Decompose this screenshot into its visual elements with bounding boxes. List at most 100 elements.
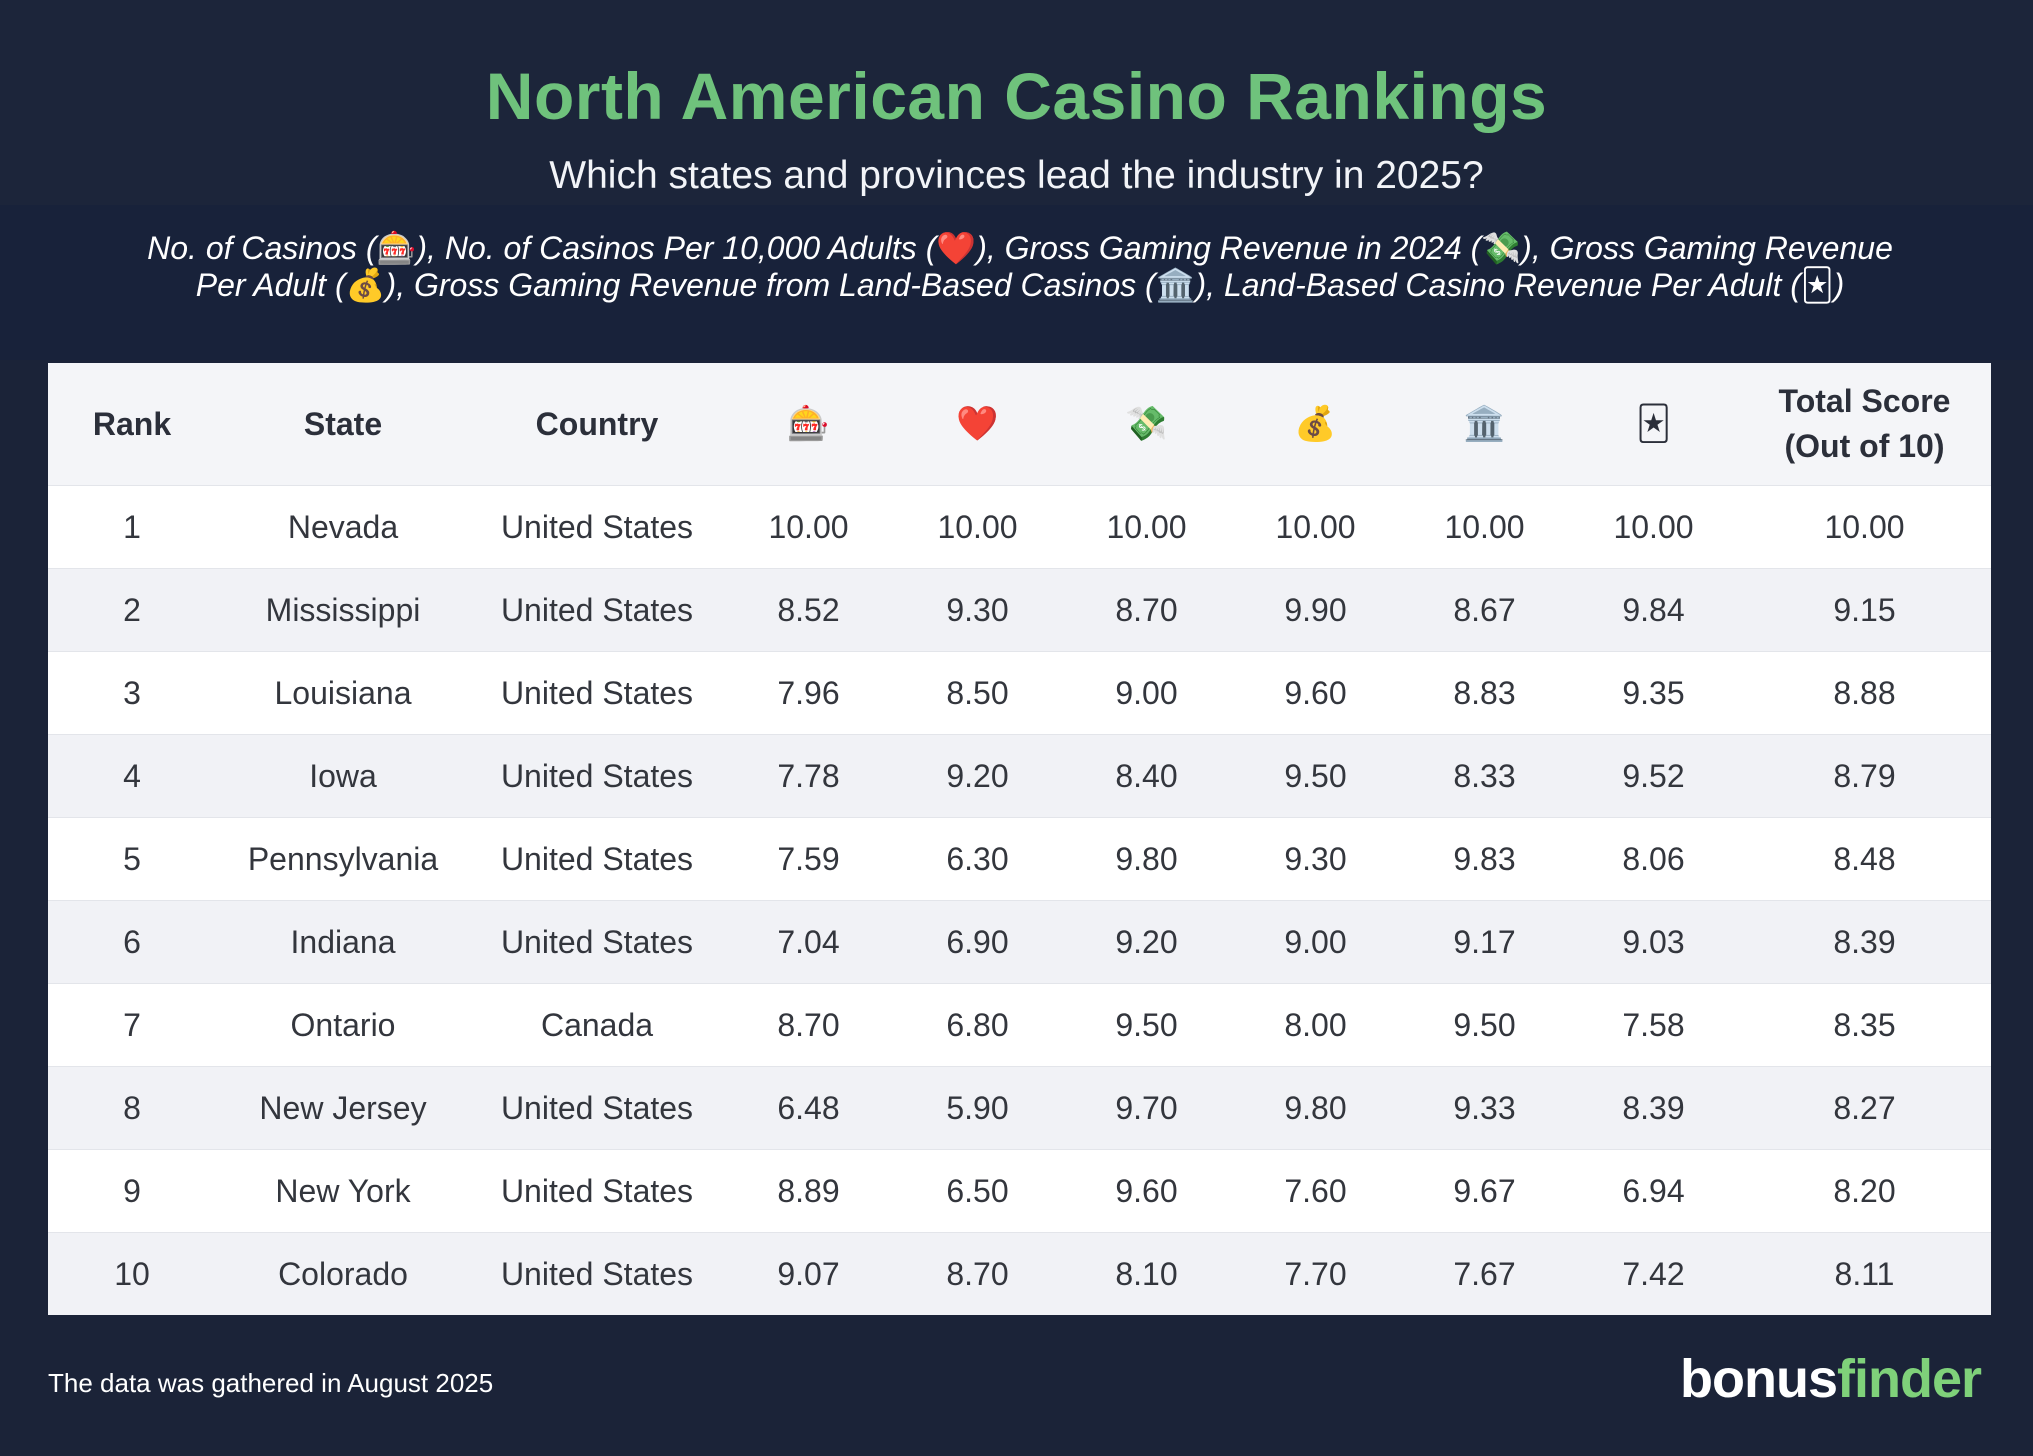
cell-country: United States [470, 1232, 724, 1315]
legend-separator: ), [1195, 267, 1224, 303]
cell-casinos: 6.48 [724, 1066, 893, 1150]
header-country: Country [470, 363, 724, 486]
cell-rank: 9 [48, 1149, 216, 1233]
cell-ggr-per-adult: 9.00 [1231, 900, 1400, 984]
table-row: 4 Iowa United States 7.78 9.20 8.40 9.50 8.33 9.… [48, 734, 1991, 818]
cell-ggr-land-based: 9.83 [1400, 817, 1569, 901]
cell-casinos-per-adults: 6.80 [893, 983, 1062, 1067]
cell-ggr-land-based: 8.67 [1400, 568, 1569, 652]
legend-text: Per Adult ( [195, 267, 346, 303]
cell-casinos: 8.89 [724, 1149, 893, 1233]
cell-country: United States [470, 651, 724, 735]
cell-total-score: 8.11 [1738, 1232, 1991, 1315]
legend-separator: ), [385, 267, 414, 303]
legend-separator: ), [416, 230, 445, 266]
table-row: 7 Ontario Canada 8.70 6.80 9.50 8.00 9.50 7.58 8.… [48, 983, 1991, 1067]
cell-rank: 4 [48, 734, 216, 818]
bank-building-icon: 🏛️ [1463, 404, 1506, 443]
cell-casinos-per-adults: 6.50 [893, 1149, 1062, 1233]
cell-country: United States [470, 1066, 724, 1150]
logo-part-finder: finder [1836, 1349, 1982, 1409]
header-ggr-icon: 💸 [1062, 363, 1231, 486]
cell-total-score: 8.48 [1738, 817, 1991, 901]
cell-casinos: 7.96 [724, 651, 893, 735]
cell-land-revenue-per-adult: 9.35 [1569, 651, 1738, 735]
page-subtitle: Which states and provinces lead the indu… [549, 154, 1484, 197]
cell-land-revenue-per-adult: 7.58 [1569, 983, 1738, 1067]
cell-ggr-per-adult: 9.30 [1231, 817, 1400, 901]
cell-ggr-2024: 9.20 [1062, 900, 1231, 984]
table-row: 5 Pennsylvania United States 7.59 6.30 9.80 9.… [48, 817, 1991, 901]
cell-casinos: 8.52 [724, 568, 893, 652]
cell-ggr-per-adult: 10.00 [1231, 485, 1400, 569]
cell-total-score: 10.00 [1738, 485, 1991, 569]
cell-country: United States [470, 900, 724, 984]
cell-land-revenue-per-adult: 8.06 [1569, 817, 1738, 901]
cell-rank: 6 [48, 900, 216, 984]
bonus-finder-logo[interactable]: bonusfinder [1680, 1348, 1982, 1410]
header-casinos-icon: 🎰 [724, 363, 893, 486]
header-ggr-per-adult-icon: 💰 [1231, 363, 1400, 486]
cell-ggr-2024: 9.50 [1062, 983, 1231, 1067]
cell-state: Indiana [216, 900, 470, 984]
cell-ggr-land-based: 9.50 [1400, 983, 1569, 1067]
cell-casinos: 7.78 [724, 734, 893, 818]
legend-text: No. of Casinos ( [147, 230, 377, 266]
cell-casinos-per-adults: 6.30 [893, 817, 1062, 901]
cell-rank: 7 [48, 983, 216, 1067]
table-row: 10 Colorado United States 9.07 8.70 8.10 7.70 7… [48, 1232, 1991, 1315]
slot-machine-icon: 🎰 [787, 404, 830, 443]
cell-ggr-per-adult: 8.00 [1231, 983, 1400, 1067]
cell-total-score: 8.35 [1738, 983, 1991, 1067]
money-wings-icon: 💸 [1125, 404, 1168, 443]
cell-rank: 5 [48, 817, 216, 901]
cell-state: Louisiana [216, 651, 470, 735]
cell-ggr-land-based: 10.00 [1400, 485, 1569, 569]
table-row: 8 New Jersey United States 6.48 5.90 9.70 9.80… [48, 1066, 1991, 1150]
header-rank: Rank [48, 363, 216, 486]
cell-total-score: 8.79 [1738, 734, 1991, 818]
legend-line-2: Per Adult (💰), Gross Gaming Revenue from… [120, 267, 1920, 304]
cell-casinos-per-adults: 9.30 [893, 568, 1062, 652]
cell-land-revenue-per-adult: 8.39 [1569, 1066, 1738, 1150]
cell-ggr-2024: 9.80 [1062, 817, 1231, 901]
header-total-line1: Total Score [1778, 383, 1951, 419]
cell-country: United States [470, 817, 724, 901]
cell-ggr-per-adult: 9.80 [1231, 1066, 1400, 1150]
rankings-table-container: Rank State Country 🎰 ❤️ 💸 💰 🏛️ 🃏 Total S… [48, 363, 1991, 1315]
legend-icon: 🏛️ [1155, 267, 1196, 303]
legend-icon: 💰 [345, 267, 386, 303]
table-row: 1 Nevada United States 10.00 10.00 10.00 10.00… [48, 485, 1991, 569]
legend-line-1: No. of Casinos (🎰), No. of Casinos Per 1… [120, 230, 1920, 267]
header-land-based-icon: 🏛️ [1400, 363, 1569, 486]
legend-text: Land-Based Casino Revenue Per Adult ( [1223, 267, 1801, 303]
cell-casinos-per-adults: 6.90 [893, 900, 1062, 984]
cell-state: Colorado [216, 1232, 470, 1315]
cell-ggr-per-adult: 9.50 [1231, 734, 1400, 818]
legend-icon: 🃏 [1800, 267, 1834, 303]
table-header-row: Rank State Country 🎰 ❤️ 💸 💰 🏛️ 🃏 Total S… [48, 363, 1991, 486]
cell-casinos: 7.59 [724, 817, 893, 901]
cell-land-revenue-per-adult: 6.94 [1569, 1149, 1738, 1233]
table-row: 9 New York United States 8.89 6.50 9.60 7.60 9.… [48, 1149, 1991, 1233]
cell-ggr-per-adult: 7.70 [1231, 1232, 1400, 1315]
cell-land-revenue-per-adult: 9.03 [1569, 900, 1738, 984]
cell-state: Iowa [216, 734, 470, 818]
cell-land-revenue-per-adult: 10.00 [1569, 485, 1738, 569]
legend-separator: ), [976, 230, 1005, 266]
legend-separator: ), [1521, 230, 1550, 266]
legend-icon: 🎰 [376, 230, 417, 266]
rankings-table: Rank State Country 🎰 ❤️ 💸 💰 🏛️ 🃏 Total S… [48, 363, 1991, 1315]
cell-ggr-2024: 8.40 [1062, 734, 1231, 818]
cell-country: United States [470, 568, 724, 652]
cell-ggr-2024: 9.70 [1062, 1066, 1231, 1150]
cell-casinos-per-adults: 5.90 [893, 1066, 1062, 1150]
cell-ggr-2024: 9.60 [1062, 1149, 1231, 1233]
header-band [0, 0, 2033, 205]
cell-ggr-land-based: 9.17 [1400, 900, 1569, 984]
cell-country: United States [470, 734, 724, 818]
cell-casinos: 10.00 [724, 485, 893, 569]
cell-ggr-2024: 9.00 [1062, 651, 1231, 735]
cell-ggr-2024: 10.00 [1062, 485, 1231, 569]
cell-rank: 8 [48, 1066, 216, 1150]
